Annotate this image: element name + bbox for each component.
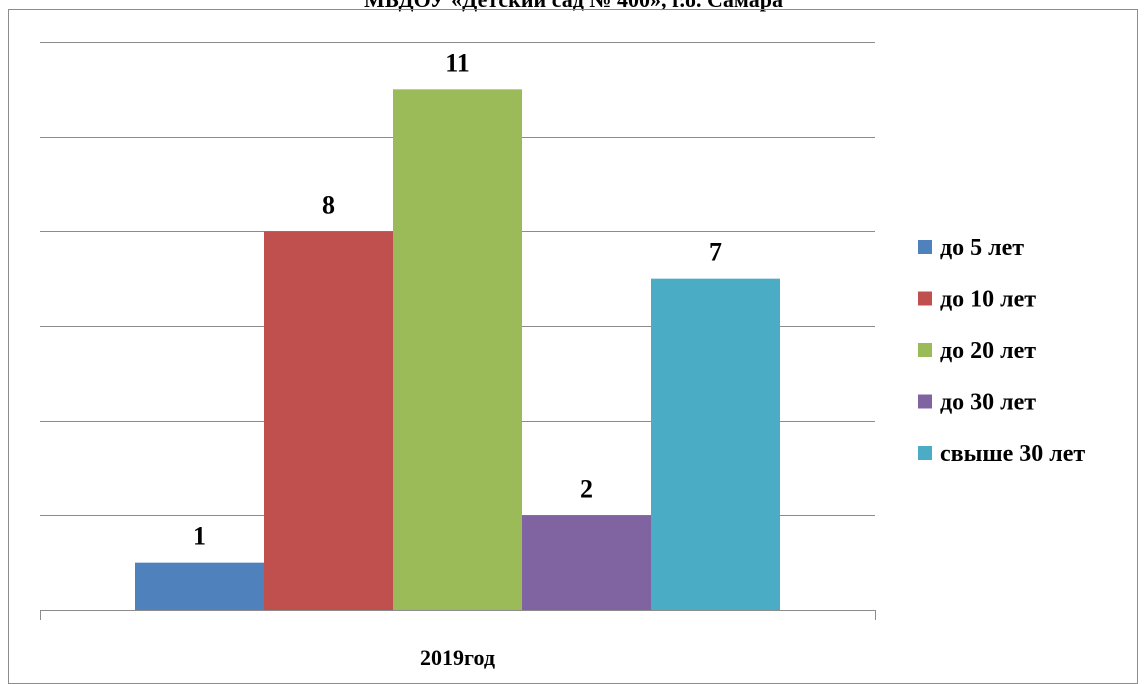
x-tick-label: 2019год	[420, 645, 495, 670]
legend-swatch	[918, 343, 932, 357]
legend-label: свыше 30 лет	[940, 441, 1085, 467]
legend-label: до 30 лет	[940, 390, 1036, 416]
bars	[135, 89, 780, 611]
data-label: 1	[193, 522, 206, 551]
data-label: 2	[580, 474, 593, 503]
legend-swatch	[918, 446, 932, 460]
legend-label: до 10 лет	[940, 287, 1036, 313]
legend-label: до 20 лет	[940, 338, 1036, 364]
bar-5	[651, 278, 780, 610]
legend-swatch	[918, 291, 932, 306]
data-label: 8	[322, 190, 335, 219]
data-label: 7	[709, 238, 722, 267]
bar-2	[264, 231, 393, 611]
legend-label: до 5 лет	[940, 235, 1024, 261]
bar-4	[522, 515, 651, 610]
legend-swatch	[918, 394, 932, 409]
legend: до 5 лет до 10 лет до 20 лет до 30 лет свыше…	[918, 235, 1085, 467]
data-labels: 1 8 11 2 7	[193, 48, 722, 550]
bar-3	[393, 89, 522, 611]
data-label: 11	[445, 48, 470, 77]
x-axis: 2019год	[40, 610, 876, 670]
legend-swatch	[918, 240, 932, 254]
bar-1	[135, 562, 264, 610]
